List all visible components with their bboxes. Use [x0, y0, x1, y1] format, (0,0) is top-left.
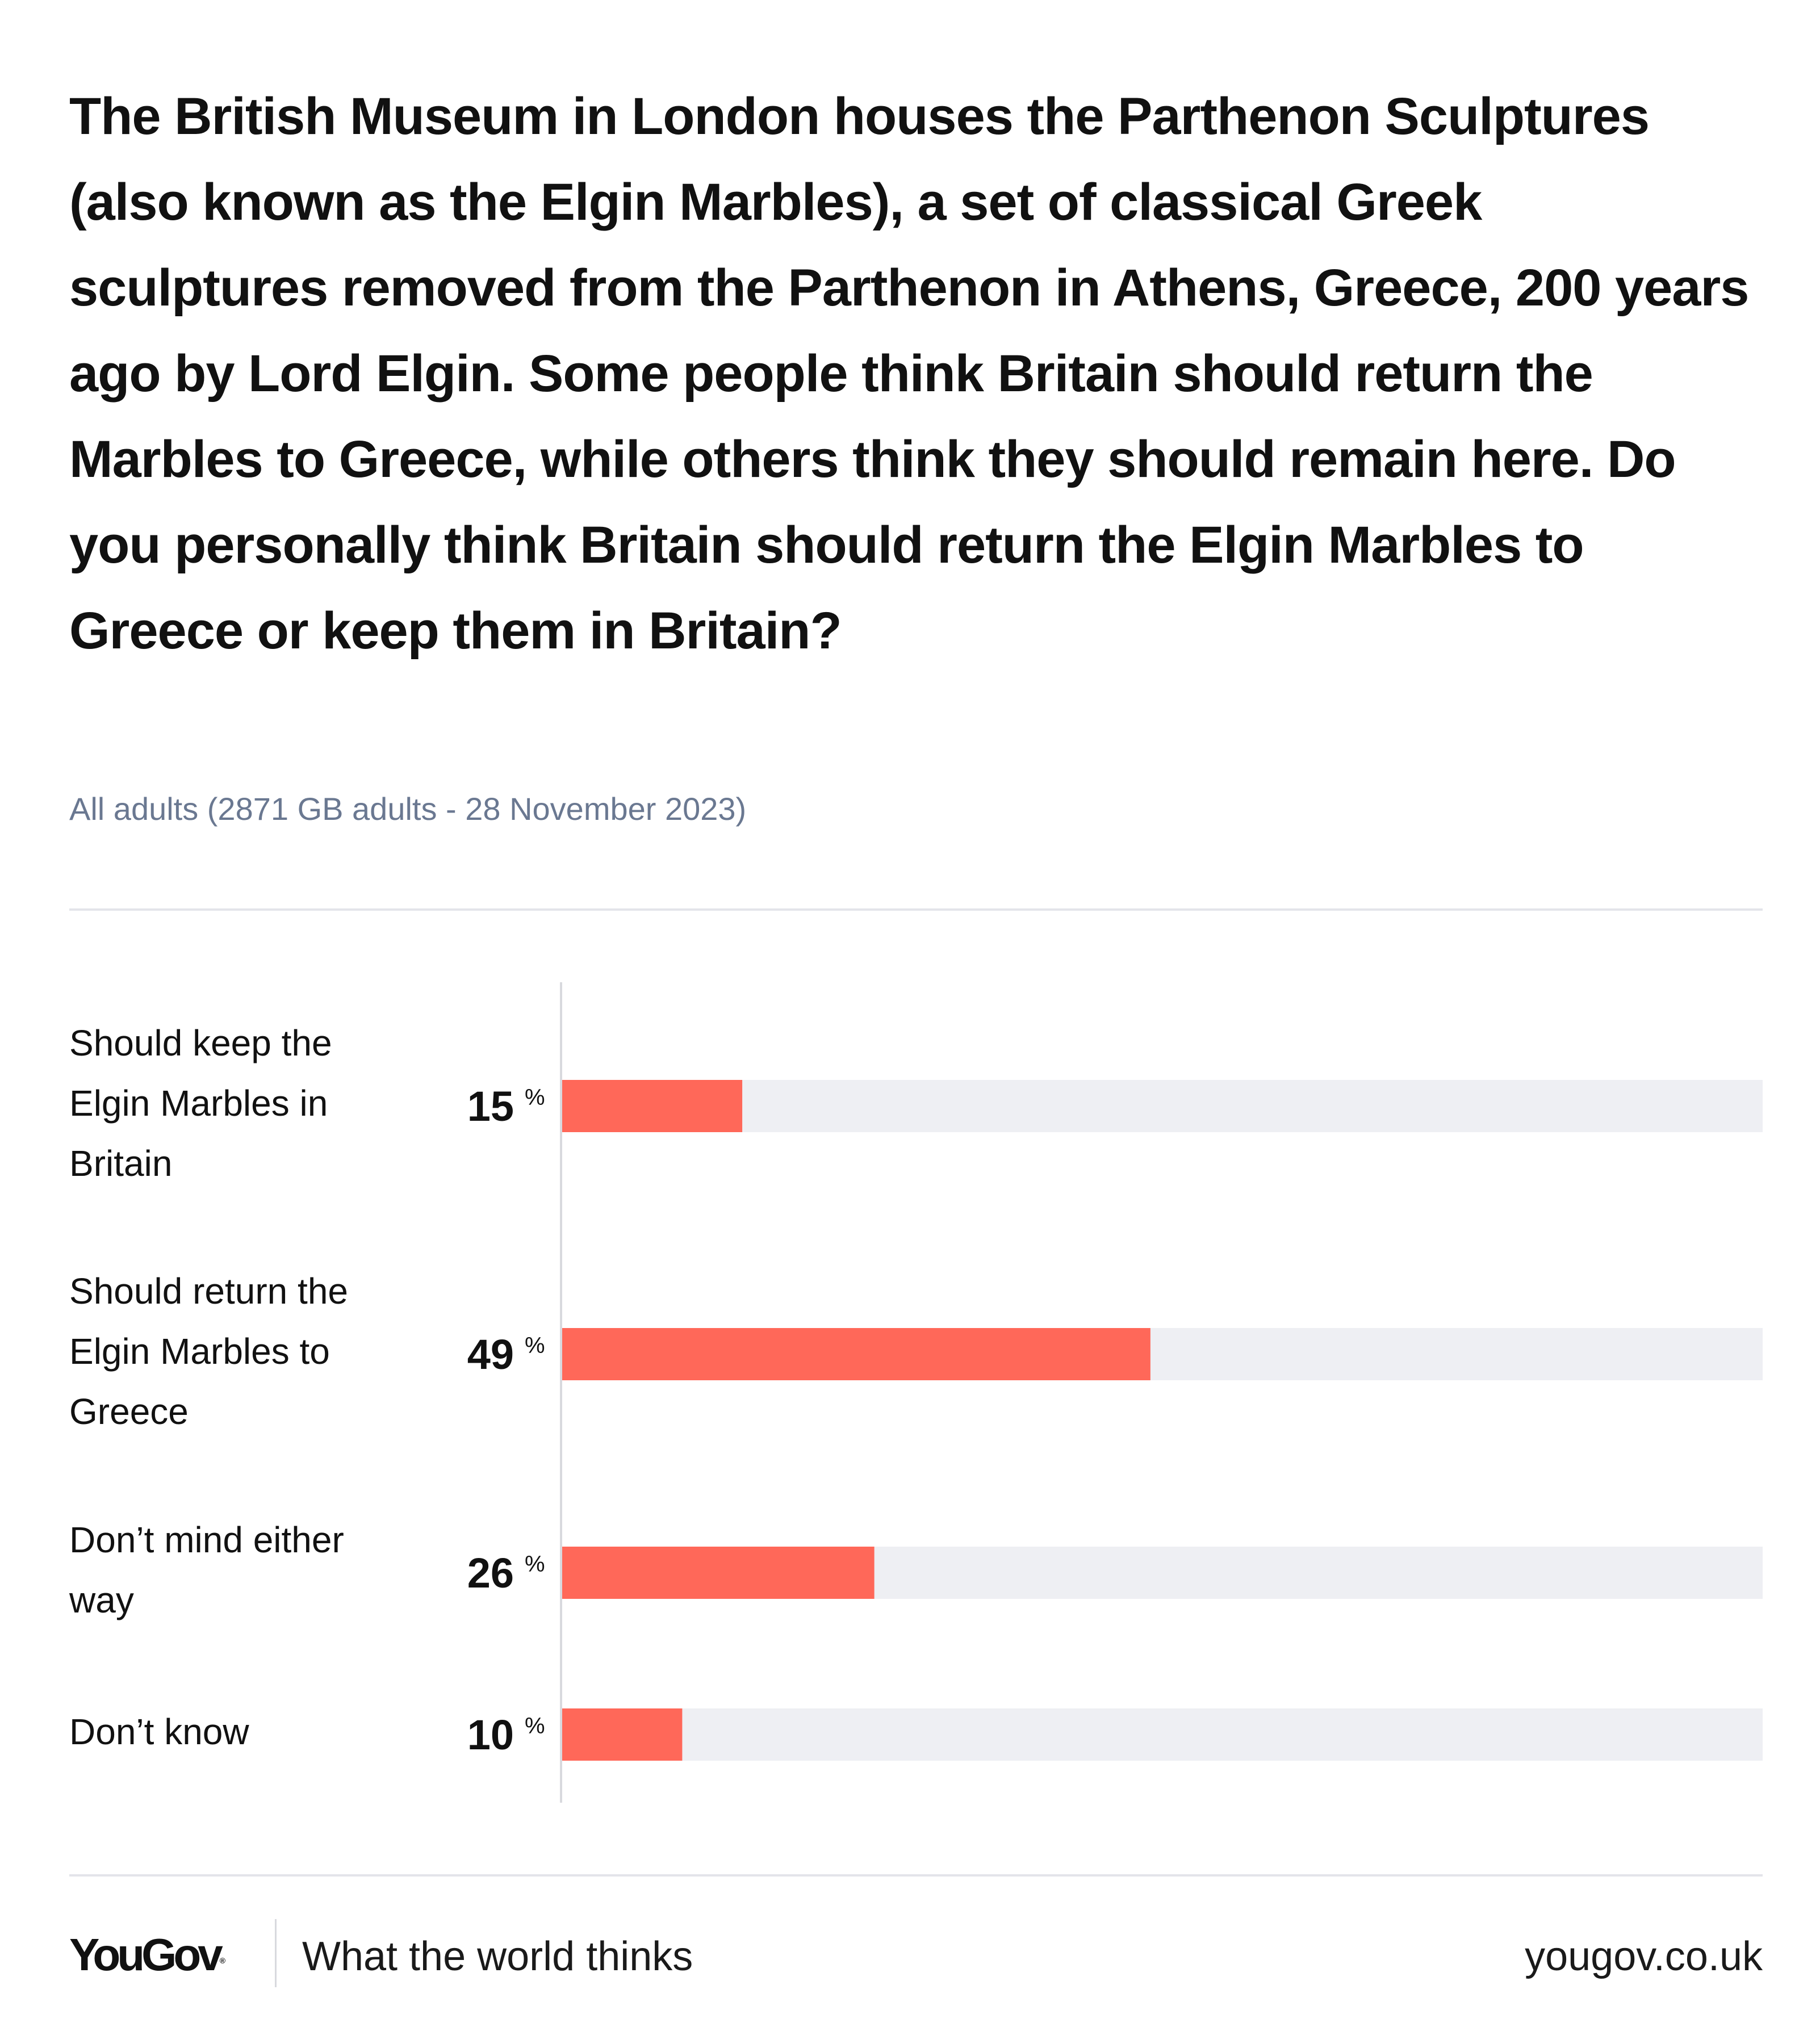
logo-text: YouGov — [69, 1929, 223, 1980]
unit-label: % — [525, 1552, 545, 1577]
unit-label: % — [525, 1714, 545, 1739]
category-label: Don’t mind either way — [69, 1519, 344, 1620]
bar — [562, 1708, 683, 1761]
value-label: 10 — [467, 1711, 514, 1758]
footer: YouGov® What the world thinks yougov.co.… — [0, 1919, 1820, 1987]
value-label: 26 — [467, 1549, 514, 1597]
bar — [562, 1328, 1150, 1380]
chart-subtitle: All adults (2871 GB adults - 28 November… — [69, 791, 747, 827]
bar-track — [562, 1708, 1763, 1761]
site-link[interactable]: yougov.co.uk — [1525, 1934, 1763, 1979]
bar-chart: Should keep the Elgin Marbles in Britain 15… — [69, 982, 1763, 1803]
value-label: 49 — [467, 1331, 514, 1378]
category-label: Should keep the Elgin Marbles in Britain — [69, 1023, 332, 1184]
category-label: Should return the Elgin Marbles to Greece — [69, 1271, 348, 1432]
value-label: 15 — [467, 1083, 514, 1130]
footer-separator — [275, 1919, 277, 1987]
registered-mark: ® — [219, 1956, 226, 1965]
tagline: What the world thinks — [302, 1934, 693, 1979]
category-label: Don’t know — [69, 1711, 249, 1752]
unit-label: % — [525, 1085, 545, 1110]
bar-track — [562, 1080, 1763, 1132]
unit-label: % — [525, 1333, 545, 1358]
bar — [562, 1547, 875, 1599]
top-divider — [69, 908, 1763, 911]
yougov-logo[interactable]: YouGov® — [69, 1929, 225, 1980]
chart-title: The British Museum in London houses the … — [69, 87, 1749, 660]
bottom-divider — [69, 1874, 1763, 1877]
bar — [562, 1080, 743, 1132]
